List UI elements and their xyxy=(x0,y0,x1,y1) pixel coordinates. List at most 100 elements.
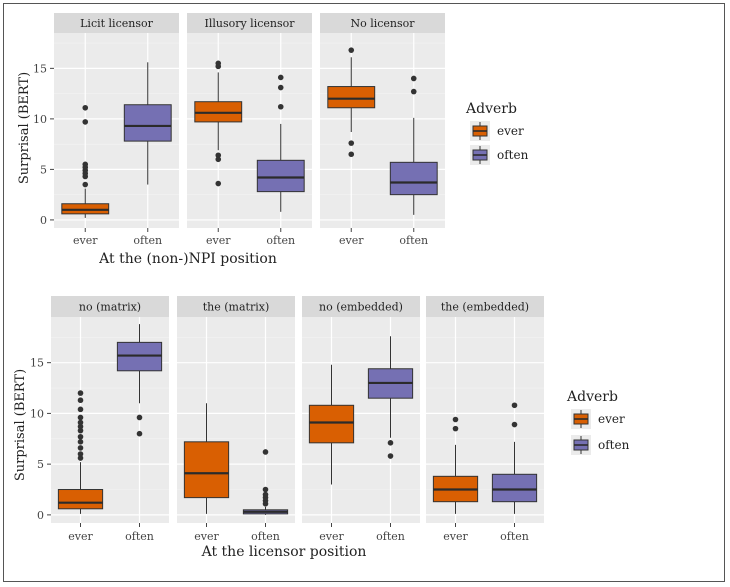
x-tick-label: often xyxy=(500,530,529,543)
box-ever xyxy=(327,47,376,158)
outlier-point xyxy=(387,453,394,459)
y-tick-label: 5 xyxy=(40,163,47,176)
box-often xyxy=(389,75,438,215)
outlier-point xyxy=(77,419,84,426)
x-tick-label: often xyxy=(376,530,405,543)
x-tick-label: often xyxy=(251,530,280,543)
legend-item-ever: ever xyxy=(571,409,625,429)
facet-strip xyxy=(51,296,169,317)
panel-background xyxy=(320,33,445,228)
box-iqr xyxy=(389,161,438,196)
x-tick-label: often xyxy=(125,530,154,543)
box-ever xyxy=(308,364,355,485)
outlier-point xyxy=(77,406,84,413)
x-axis-label: At the licensor position xyxy=(201,544,367,560)
outlier-point xyxy=(387,440,394,446)
box-often xyxy=(367,336,414,459)
x-tick-label: often xyxy=(266,234,295,247)
legend-item-often: often xyxy=(470,145,529,165)
x-tick-label: ever xyxy=(443,530,468,543)
chart-top: Surprisal (BERT) At the (non-)NPI positi… xyxy=(17,13,529,267)
y-tick-label: 10 xyxy=(30,407,44,420)
facet-panel: the (matrix) ever often xyxy=(177,296,295,543)
facet-label: Licit licensor xyxy=(80,17,153,30)
facet-panel: no (embedded) ever often xyxy=(302,296,420,543)
box-ever xyxy=(57,390,104,514)
facet-label: Illusory licensor xyxy=(204,17,295,30)
facet-panel: No licensor ever often xyxy=(320,13,445,247)
figure-frame xyxy=(3,3,725,582)
box-ever xyxy=(432,416,479,514)
box-often xyxy=(123,62,172,185)
y-tick-label: 15 xyxy=(33,62,47,75)
box-iqr xyxy=(256,159,305,193)
box-iqr xyxy=(308,404,355,444)
outlier-point xyxy=(82,181,89,188)
outlier-point xyxy=(215,60,222,67)
outlier-point xyxy=(77,445,84,451)
y-tick-label: 0 xyxy=(40,214,47,227)
outlier-point xyxy=(410,88,417,95)
outlier-point xyxy=(410,75,417,82)
outlier-point xyxy=(82,161,89,168)
facet-strip xyxy=(177,296,295,317)
outlier-point xyxy=(511,421,518,428)
legend-label: ever xyxy=(598,412,625,426)
outlier-point xyxy=(77,414,84,421)
outlier-point xyxy=(262,491,269,498)
outlier-point xyxy=(77,455,84,461)
facet-label: the (embedded) xyxy=(441,301,529,314)
facet-strip xyxy=(302,296,420,317)
legend-label: often xyxy=(497,148,529,162)
facet-label: no (embedded) xyxy=(319,301,403,314)
facet-label: No licensor xyxy=(350,17,415,30)
y-tick-label: 5 xyxy=(37,458,44,471)
facet-strip xyxy=(54,13,179,33)
outlier-point xyxy=(77,390,84,396)
y-tick-label: 10 xyxy=(33,113,47,126)
facet-label: no (matrix) xyxy=(79,301,141,314)
facet-panel: Illusory licensor ever often xyxy=(187,13,312,247)
legend: Adverb ever often xyxy=(465,101,529,165)
outlier-point xyxy=(215,156,222,163)
legend-item-ever: ever xyxy=(470,121,524,141)
legend-title: Adverb xyxy=(566,389,618,405)
box-iqr xyxy=(123,104,172,142)
outlier-point xyxy=(262,449,269,455)
facet-panel: the (embedded) ever often xyxy=(426,296,544,543)
outlier-point xyxy=(215,152,222,159)
outlier-point xyxy=(277,74,284,81)
outlier-point xyxy=(77,451,84,457)
box-ever xyxy=(61,104,110,218)
outlier-point xyxy=(348,47,355,53)
facet-strip xyxy=(187,13,312,33)
y-tick-label: 15 xyxy=(30,357,44,370)
box-often xyxy=(242,449,289,515)
outlier-point xyxy=(77,439,84,445)
x-tick-label: ever xyxy=(206,234,231,247)
panel-background xyxy=(187,33,312,228)
y-axis-label: Surprisal (BERT) xyxy=(13,369,28,481)
outlier-point xyxy=(136,430,143,437)
facet-panel: no (matrix) ever often xyxy=(51,296,169,543)
legend-label: often xyxy=(598,438,630,452)
facet-strip xyxy=(320,13,445,33)
box-iqr xyxy=(327,86,376,109)
chart-bottom: Surprisal (BERT) At the licensor positio… xyxy=(13,296,630,560)
facet-panel: Licit licensor ever often xyxy=(54,13,179,247)
outlier-point xyxy=(511,402,518,409)
outlier-point xyxy=(452,425,459,432)
legend-item-often: often xyxy=(571,435,630,455)
outlier-point xyxy=(136,414,143,421)
x-tick-label: ever xyxy=(339,234,364,247)
box-iqr xyxy=(183,441,230,499)
x-tick-label: ever xyxy=(73,234,98,247)
facet-strip xyxy=(426,296,544,317)
x-tick-label: ever xyxy=(319,530,344,543)
y-tick-label: 0 xyxy=(37,509,44,522)
outlier-point xyxy=(82,104,89,111)
box-iqr xyxy=(57,489,104,510)
outlier-point xyxy=(77,433,84,440)
outlier-point xyxy=(277,84,284,91)
